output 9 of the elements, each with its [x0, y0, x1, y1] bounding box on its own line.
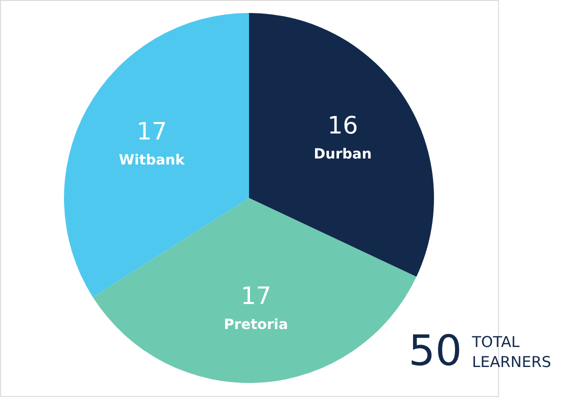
slice-label: Witbank: [118, 152, 186, 169]
text: 50: [408, 326, 462, 375]
text: TOTAL LEARNERS: [471, 333, 552, 371]
data-label: 17: [136, 118, 168, 146]
slice-label: Durban: [314, 146, 372, 163]
data-label: 16: [327, 112, 358, 140]
slice-label: Pretoria: [224, 316, 288, 333]
pie-slice: [249, 13, 434, 277]
data-label: 17: [240, 282, 272, 310]
